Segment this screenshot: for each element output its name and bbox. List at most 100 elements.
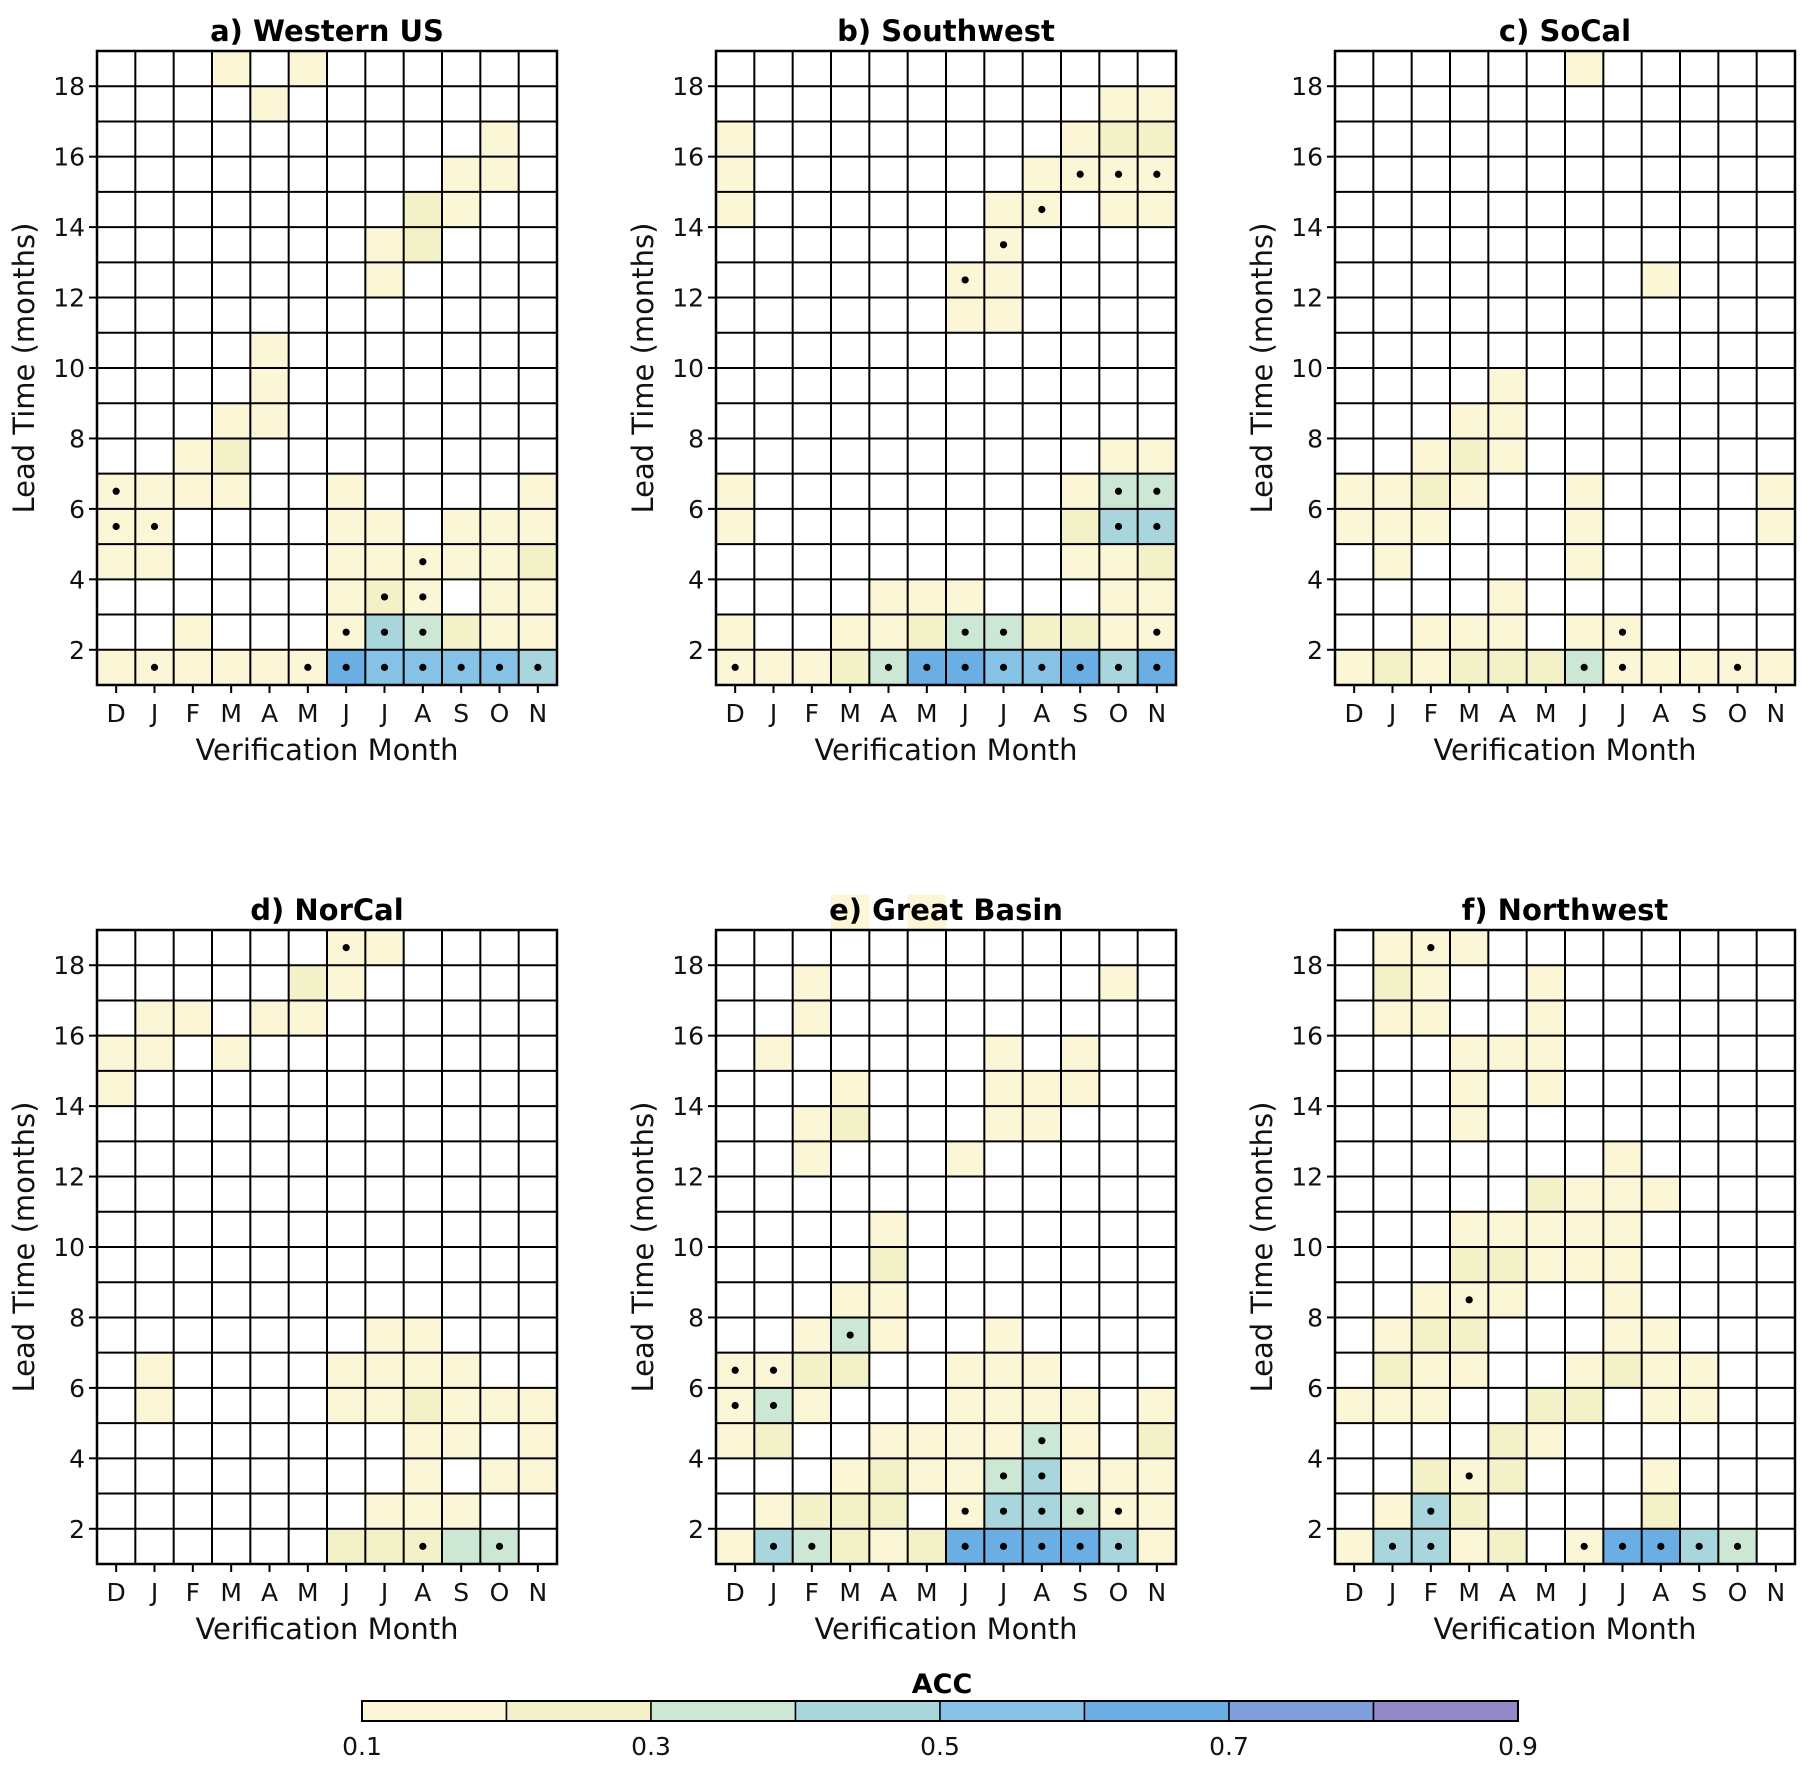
colorbar-tick-label: 0.5 [920, 1732, 960, 1761]
y-tick-label: 12 [53, 1163, 85, 1192]
heatmap-cell [518, 579, 557, 615]
heatmap-cell [327, 965, 366, 1001]
heatmap-cell [1603, 1352, 1642, 1388]
heatmap-cell [1488, 438, 1527, 474]
heatmap-cell [1373, 1000, 1412, 1036]
significance-dot [769, 1542, 778, 1550]
heatmap-cell [1565, 1176, 1604, 1212]
heatmap-cell [365, 262, 404, 298]
heatmap-cell [442, 1493, 481, 1529]
colorbar-tick-label: 0.7 [1209, 1732, 1249, 1761]
heatmap-cell [327, 544, 366, 580]
x-tick-label: A [1652, 1578, 1669, 1607]
y-tick-label: 6 [688, 495, 704, 524]
heatmap-cell [403, 227, 442, 263]
significance-dot [1038, 1437, 1046, 1445]
heatmap-cell [442, 191, 481, 228]
heatmap-cell [946, 1423, 985, 1459]
heatmap-cell [1603, 1247, 1642, 1283]
heatmap-cell [1411, 649, 1450, 685]
x-tick-label: M [1458, 699, 1480, 728]
heatmap-cell [1450, 930, 1489, 966]
heatmap-cell [946, 1458, 985, 1494]
colorbar-frame [361, 1700, 1519, 1722]
y-tick-label: 12 [672, 284, 704, 313]
heatmap-cell [1137, 191, 1176, 228]
heatmap-cell [984, 1035, 1023, 1071]
heatmap-cell [792, 1317, 831, 1353]
heatmap-cell [1411, 508, 1450, 545]
heatmap-cell [1137, 438, 1176, 474]
significance-dot [961, 1507, 969, 1515]
x-tick-label: J [998, 1578, 1007, 1607]
heatmap-cell [135, 544, 174, 580]
heatmap-cell [1373, 649, 1412, 685]
heatmap-cell [212, 438, 251, 474]
heatmap-cell [984, 1423, 1023, 1459]
significance-dot [961, 276, 969, 284]
heatmap-cell [1450, 614, 1489, 650]
significance-dot [419, 558, 427, 566]
x-tick-label: A [1499, 1578, 1516, 1607]
x-tick-label: J [149, 699, 158, 728]
significance-dot [342, 628, 350, 636]
heatmap-cell [716, 1528, 755, 1564]
heatmap-cell [869, 1317, 908, 1353]
heatmap-cell [250, 649, 289, 685]
significance-dot [999, 241, 1008, 249]
y-tick-label: 12 [1291, 284, 1323, 313]
heatmap-cell [946, 297, 985, 333]
y-axis-label: Lead Time (months) [626, 223, 660, 514]
x-tick-label: J [340, 699, 349, 728]
y-tick-label: 14 [1291, 1092, 1323, 1121]
heatmap-cell [792, 1000, 831, 1036]
y-axis-label: Lead Time (months) [7, 1102, 41, 1393]
heatmap-cell [1526, 1035, 1565, 1071]
heatmap-cell [1411, 1000, 1450, 1036]
heatmap-cell [1099, 965, 1138, 1001]
significance-dot [419, 628, 427, 636]
heatmap-cell [1373, 473, 1412, 509]
heatmap-cell [716, 508, 755, 545]
heatmap-cell [1565, 614, 1604, 650]
heatmap-cell [1335, 1528, 1374, 1564]
heatmap-cell [288, 51, 327, 87]
heatmap-cell [442, 1423, 481, 1459]
heatmap-cell [716, 156, 755, 192]
significance-dot [1153, 628, 1161, 636]
x-tick-label: A [880, 1578, 897, 1607]
y-tick-label: 10 [1291, 354, 1323, 383]
heatmap-cell [365, 1317, 404, 1353]
heatmap-cell [1488, 1528, 1527, 1564]
colorbar-swatch [650, 1700, 797, 1722]
heatmap-cell [1526, 1247, 1565, 1283]
x-tick-label: M [1458, 1578, 1480, 1607]
heatmap-cell [1488, 1458, 1527, 1494]
y-tick-label: 12 [53, 284, 85, 313]
x-tick-label: F [1424, 699, 1438, 728]
heatmap-cell [1450, 1352, 1489, 1388]
x-tick-label: N [528, 1578, 547, 1607]
significance-dot [419, 593, 427, 601]
heatmap-cell [1488, 1282, 1527, 1318]
heatmap-cell [1137, 1528, 1176, 1564]
x-tick-label: O [1109, 699, 1129, 728]
y-tick-label: 4 [1307, 1444, 1323, 1473]
heatmap-cell [1488, 649, 1527, 685]
y-tick-label: 16 [53, 143, 85, 172]
heatmap-cell [1565, 544, 1604, 580]
heatmap-cell [1335, 473, 1374, 509]
heatmap-cell [442, 1528, 481, 1564]
significance-dot [769, 1401, 778, 1410]
x-tick-label: A [880, 699, 897, 728]
panel-title: e) Great Basin [829, 893, 1063, 927]
y-tick-label: 2 [1307, 636, 1323, 665]
y-tick-label: 6 [1307, 495, 1323, 524]
heatmap-cell [1450, 1247, 1489, 1283]
significance-dot [1153, 170, 1161, 178]
panel-title: c) SoCal [1499, 14, 1631, 48]
heatmap-cell [869, 579, 908, 615]
heatmap-cell [1137, 121, 1176, 157]
colorbar-swatch [1228, 1700, 1375, 1722]
